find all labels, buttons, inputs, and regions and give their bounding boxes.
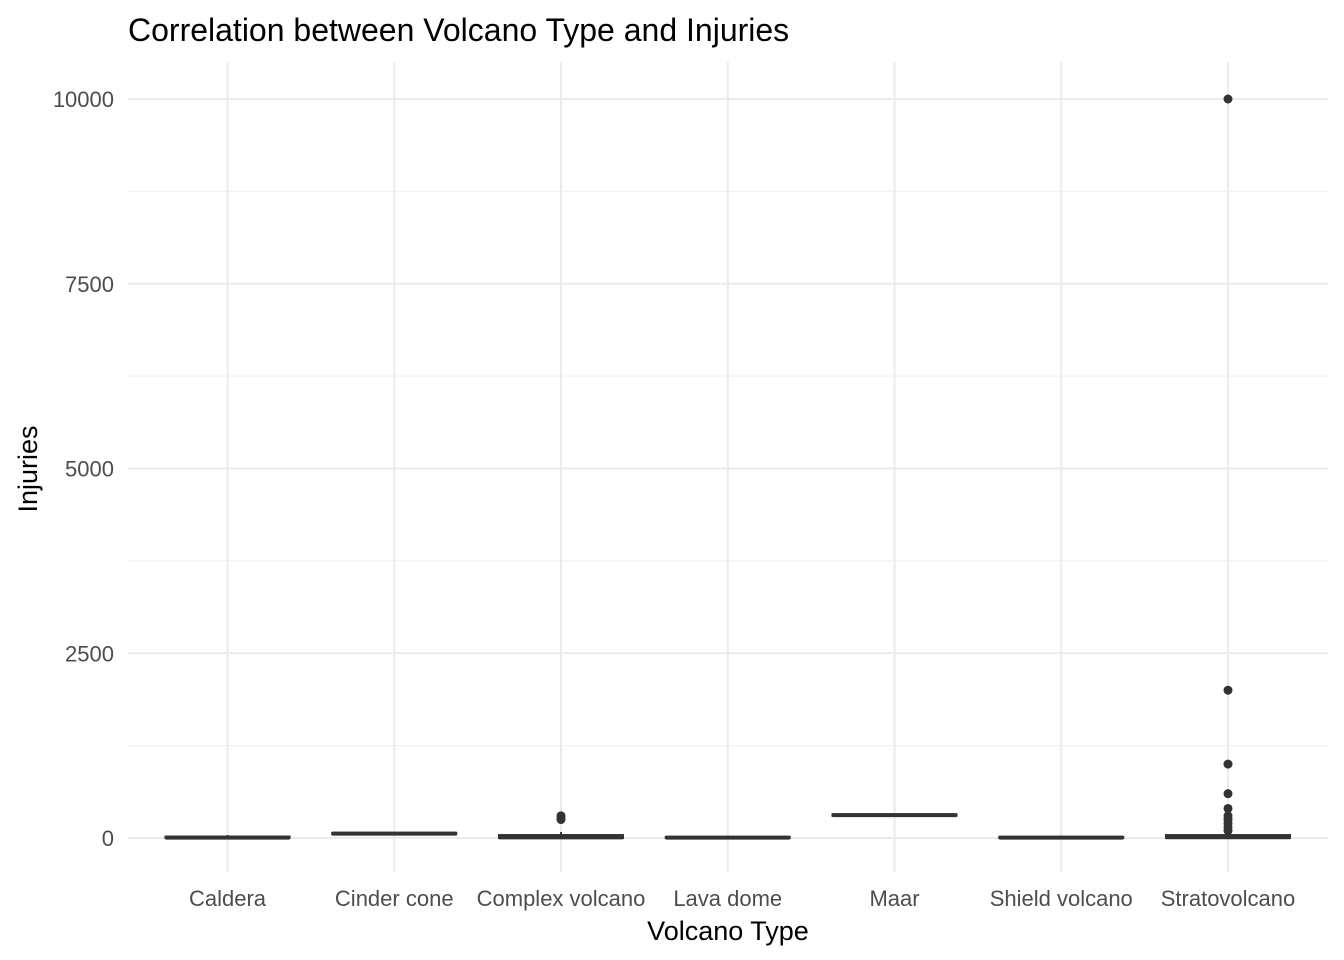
box-group: [1165, 94, 1291, 840]
y-axis-title: Injuries: [13, 425, 43, 512]
grid-lines: [128, 62, 1328, 872]
y-tick-label: 5000: [65, 457, 114, 482]
outlier-point: [1223, 759, 1233, 769]
outlier-point: [1223, 803, 1233, 813]
x-tick-label: Stratovolcano: [1161, 886, 1296, 911]
x-axis-ticks: Caldera Cinder cone Complex volcano Lava do…: [189, 886, 1295, 911]
y-axis-ticks: 0 2500 5000 7500 10000: [53, 87, 114, 851]
x-tick-label: Caldera: [189, 886, 267, 911]
plot-marks: [164, 94, 1291, 840]
outlier-point: [1223, 789, 1233, 799]
x-tick-label: Lava dome: [673, 886, 782, 911]
outlier-point: [1223, 811, 1233, 821]
box-group: [498, 811, 624, 840]
box-group: [831, 813, 958, 818]
y-tick-label: 10000: [53, 87, 114, 112]
x-tick-label: Cinder cone: [335, 886, 454, 911]
y-tick-label: 0: [102, 826, 114, 851]
x-tick-label: Shield volcano: [990, 886, 1133, 911]
y-tick-label: 7500: [65, 272, 114, 297]
x-tick-label: Complex volcano: [477, 886, 646, 911]
outlier-point: [1223, 94, 1233, 104]
outlier-point: [1223, 685, 1233, 695]
x-axis-title: Volcano Type: [647, 916, 809, 946]
y-tick-label: 2500: [65, 641, 114, 666]
chart-title: Correlation between Volcano Type and Inj…: [128, 12, 789, 48]
box-group: [998, 835, 1125, 840]
box-group: [664, 835, 791, 840]
x-tick-label: Maar: [869, 886, 919, 911]
box-group: [164, 835, 291, 840]
outlier-point: [556, 811, 566, 821]
box-group: [331, 831, 458, 836]
